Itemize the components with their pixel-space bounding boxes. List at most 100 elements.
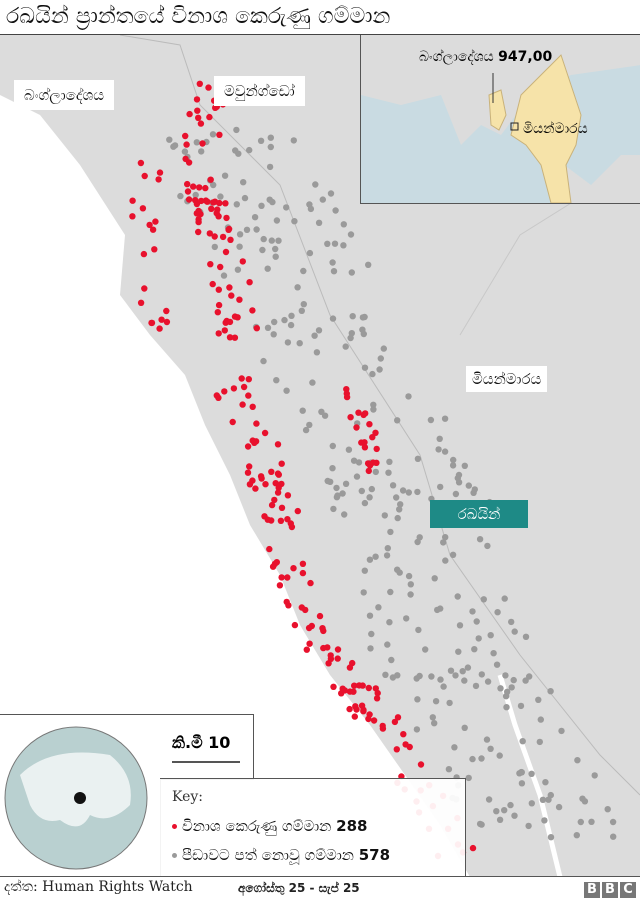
unaffected-village-dot — [319, 196, 326, 203]
destroyed-village-dot — [361, 444, 369, 451]
unaffected-village-dot — [313, 349, 321, 356]
destroyed-village-dot — [343, 393, 351, 401]
destroyed-village-dot — [207, 176, 214, 183]
destroyed-village-dot — [299, 569, 307, 577]
unaffected-village-dot — [290, 137, 297, 144]
destroyed-village-dot — [334, 655, 341, 662]
unaffected-village-dot — [217, 193, 224, 200]
unaffected-village-dot — [517, 702, 525, 710]
destroyed-village-dot — [284, 516, 291, 523]
unaffected-village-dot — [300, 267, 307, 275]
unaffected-village-dot — [284, 339, 292, 346]
unaffected-village-dot — [193, 139, 200, 146]
unaffected-village-dot — [469, 755, 476, 763]
unaffected-village-dot — [264, 265, 271, 272]
destroyed-village-dot — [391, 718, 399, 726]
destroyed-village-dot — [216, 199, 223, 207]
destroyed-village-dot — [205, 84, 212, 91]
destroyed-village-dot — [214, 309, 221, 316]
destroyed-village-dot — [341, 687, 348, 694]
destroyed-village-dot — [215, 286, 222, 293]
unaffected-village-dot — [366, 494, 373, 501]
unaffected-village-dot — [240, 179, 247, 186]
destroyed-village-dot — [316, 612, 324, 620]
unaffected-village-dot — [347, 334, 354, 342]
destroyed-village-dot — [239, 401, 246, 408]
destroyed-village-dot — [163, 307, 170, 315]
destroyed-village-dot — [244, 469, 252, 476]
destroyed-village-dot — [372, 429, 379, 436]
destroyed-village-dot — [230, 385, 238, 392]
destroyed-village-dot — [222, 248, 230, 256]
destroyed-village-dot — [193, 200, 201, 208]
destroyed-village-dot — [158, 316, 165, 323]
unaffected-village-dot — [416, 534, 423, 541]
source: දත්ත: Human Rights Watch — [4, 879, 193, 895]
destroyed-village-dot — [287, 520, 294, 527]
unaffected-village-dot — [375, 604, 382, 611]
destroyed-village-dot — [156, 169, 164, 176]
unaffected-village-dot — [574, 757, 581, 764]
destroyed-village-dot — [149, 226, 157, 233]
destroyed-village-dot — [239, 258, 246, 265]
destroyed-village-dot — [184, 180, 191, 188]
unaffected-village-dot — [493, 808, 500, 815]
unaffected-village-dot — [536, 738, 543, 746]
destroyed-village-dot — [139, 205, 147, 212]
destroyed-village-dot — [269, 563, 277, 570]
destroyed-village-dot — [194, 107, 201, 114]
destroyed-village-dot — [246, 481, 254, 488]
destroyed-village-dot — [365, 684, 372, 692]
unaffected-village-dot — [236, 231, 244, 238]
destroyed-village-dot — [366, 462, 374, 469]
unaffected-village-dot — [333, 484, 340, 492]
unaffected-village-dot — [366, 556, 374, 563]
unaffected-village-dot — [437, 676, 444, 683]
unaffected-village-dot — [413, 726, 421, 733]
unaffected-village-dot — [431, 575, 438, 582]
destroyed-village-dot — [249, 403, 256, 410]
unaffected-village-dot — [436, 435, 443, 442]
unaffected-village-dot — [353, 473, 361, 480]
destroyed-village-dot — [320, 627, 327, 635]
destroyed-village-dot — [271, 496, 278, 504]
unaffected-village-dot — [528, 800, 535, 807]
unaffected-village-dot — [315, 327, 323, 334]
destroyed-village-dot — [400, 731, 407, 738]
unaffected-village-dot — [454, 593, 461, 600]
destroyed-village-dot — [370, 717, 378, 724]
unaffected-village-dot — [456, 622, 464, 629]
destroyed-village-dot — [394, 714, 402, 721]
destroyed-village-dot — [469, 844, 477, 852]
unaffected-village-dot — [270, 331, 277, 338]
destroyed-village-dot — [373, 695, 381, 702]
land — [0, 35, 640, 877]
unaffected-village-dot — [451, 744, 458, 751]
destroyed-village-dot — [245, 392, 252, 399]
unaffected-village-dot — [396, 506, 403, 513]
unaffected-village-dot — [296, 340, 303, 347]
unaffected-village-dot — [435, 446, 442, 453]
label-bangladesh: බංග්ලාදේශය — [14, 80, 115, 110]
unaffected-village-dot — [555, 803, 563, 811]
unaffected-village-dot — [198, 148, 205, 155]
unaffected-village-dot — [522, 633, 530, 640]
destroyed-village-dot — [236, 296, 243, 303]
destroyed-village-dot — [129, 197, 136, 204]
unaffected-village-dot — [487, 745, 494, 752]
unaffected-village-dot — [327, 190, 335, 197]
unaffected-village-dot — [385, 469, 392, 476]
destroyed-village-dot — [234, 314, 241, 321]
unaffected-village-dot — [177, 192, 184, 200]
unaffected-village-dot — [377, 355, 384, 362]
unaffected-village-dot — [386, 619, 393, 626]
destroyed-village-dot — [152, 218, 159, 225]
destroyed-village-dot — [278, 460, 285, 467]
destroyed-village-dot — [229, 418, 236, 426]
unaffected-village-dot — [437, 605, 444, 612]
destroyed-village-dot — [353, 424, 360, 431]
unaffected-village-dot — [389, 482, 397, 489]
legend: Key: විනාශ කෙරුණු ගම්මාන 288 පීඩාවට පත් … — [160, 778, 466, 877]
destroyed-village-dot — [213, 392, 220, 399]
destroyed-village-dot — [183, 141, 190, 148]
